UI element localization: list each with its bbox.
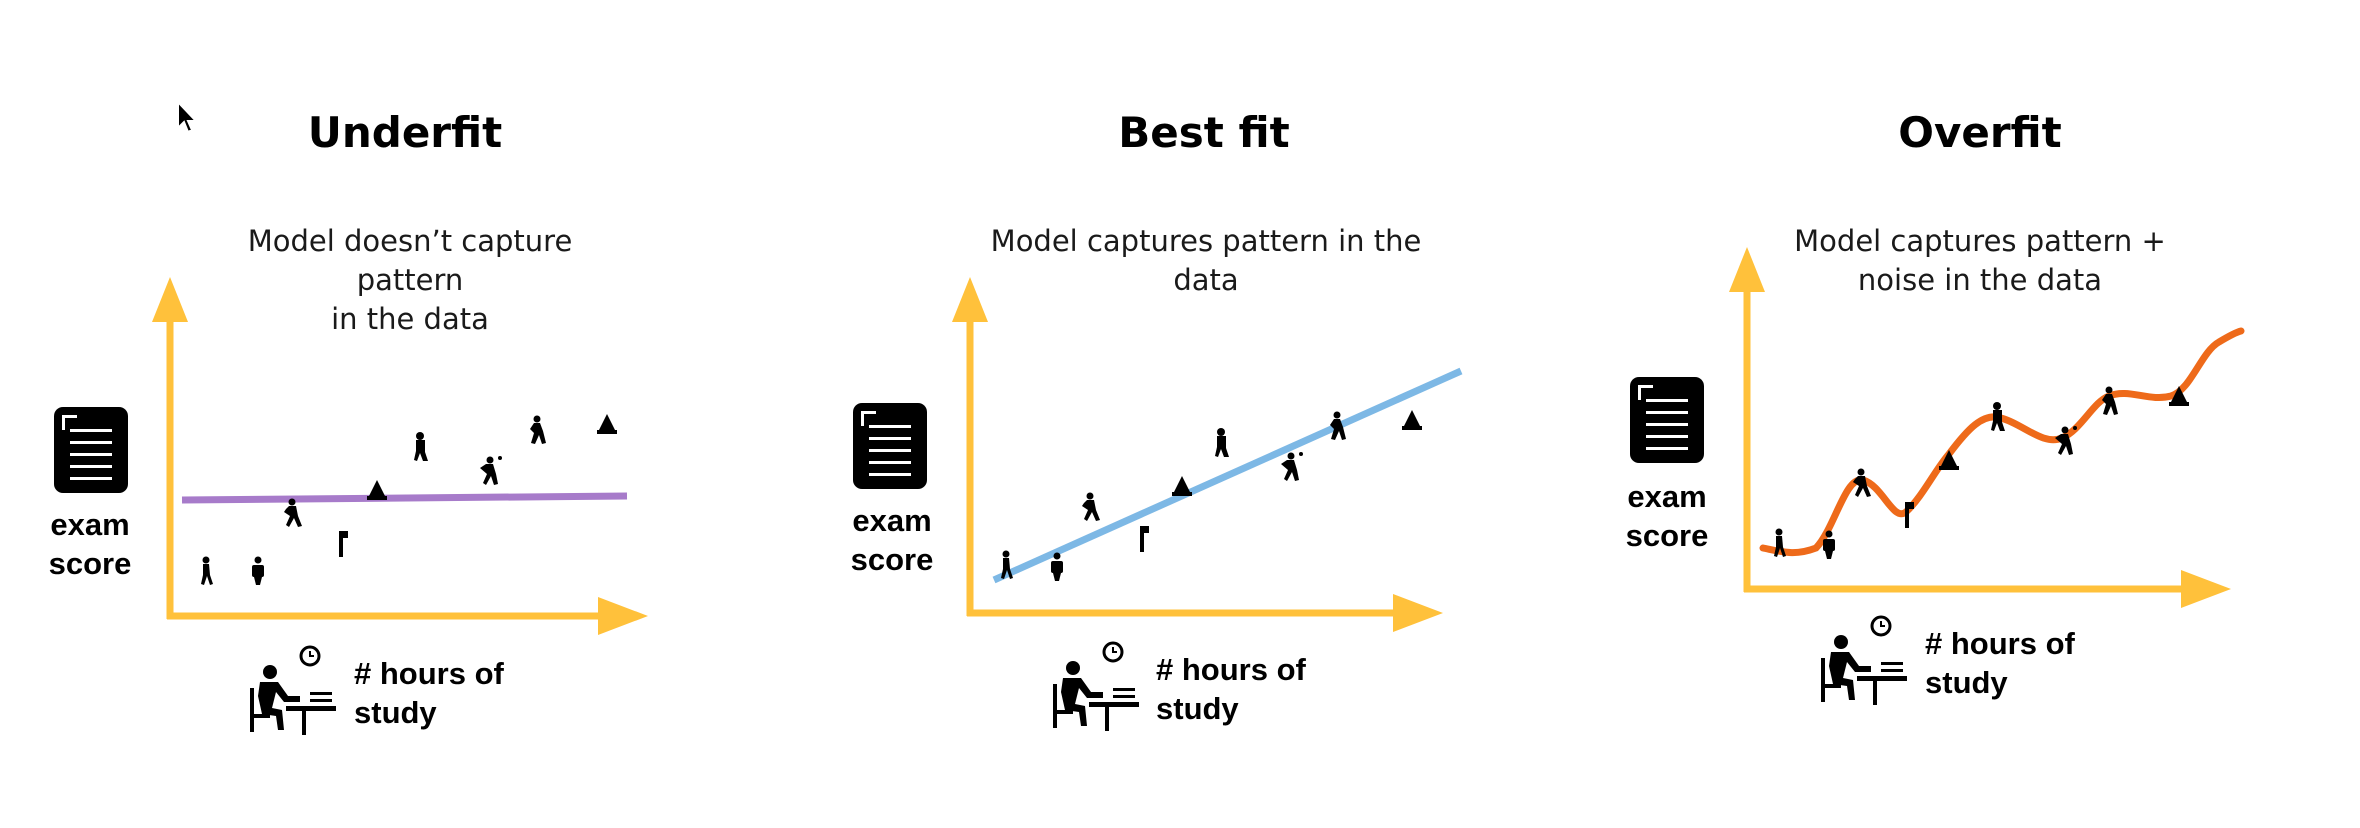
caption-line: data — [1173, 263, 1239, 297]
underfit-panel: Underfit Model doesn’t capture pattern i… — [0, 0, 787, 828]
x-label-line: study — [1925, 665, 2008, 700]
y-label-line: score — [48, 546, 132, 581]
exam-document-icon — [853, 403, 927, 489]
mouse-pointer-icon — [177, 100, 199, 134]
y-axis — [952, 277, 988, 616]
data-point-person-icon — [1215, 428, 1229, 457]
panel-caption: Model doesn’t capture pattern in the dat… — [190, 222, 630, 339]
overfit-plot — [1729, 247, 2245, 608]
data-point-person-icon — [1001, 550, 1013, 579]
panel-title: Overfit — [1898, 108, 2062, 157]
panel-caption: Model captures pattern + noise in the da… — [1760, 222, 2200, 300]
caption-line: Model doesn’t capture pattern — [247, 224, 573, 297]
data-points — [1001, 410, 1422, 581]
y-label-line: score — [850, 542, 934, 577]
y-axis-label: exam score — [1607, 477, 1727, 555]
panel-caption: Model captures pattern in the data — [986, 222, 1426, 300]
x-axis-label: # hours of study — [1925, 624, 2075, 702]
y-axis-label: exam score — [832, 501, 952, 579]
data-point-person-icon — [414, 432, 428, 461]
data-point-person-icon — [1330, 411, 1346, 440]
data-point-person-icon — [1082, 492, 1100, 521]
y-label-line: score — [1625, 518, 1709, 553]
x-label-line: # hours of — [1925, 626, 2075, 661]
exam-document-icon — [1630, 377, 1704, 463]
y-axis-label: exam score — [30, 505, 150, 583]
caption-line: in the data — [331, 302, 489, 336]
y-axis — [1729, 247, 1765, 592]
data-point-person-icon — [252, 556, 264, 585]
data-point-person-icon — [339, 531, 348, 557]
data-point-person-icon — [480, 456, 502, 485]
x-label-line: # hours of — [1156, 652, 1306, 687]
data-point-person-icon — [2102, 386, 2118, 415]
bestfit-panel: Best fit Model captures pattern in the d… — [800, 0, 1587, 828]
data-point-person-icon — [201, 556, 213, 585]
data-point-person-icon — [1172, 476, 1192, 496]
y-label-line: exam — [852, 503, 932, 538]
caption-line: Model captures pattern in the — [990, 224, 1422, 258]
model-fit-line — [181, 492, 628, 504]
x-axis-label: # hours of study — [1156, 650, 1306, 728]
x-axis — [167, 597, 648, 635]
data-points — [201, 414, 617, 585]
data-point-person-icon — [2169, 386, 2189, 406]
student-studying-icon — [1821, 615, 1907, 705]
bestfit-plot — [952, 277, 1463, 632]
data-point-person-icon — [1140, 526, 1149, 552]
data-point-person-icon — [2055, 426, 2077, 455]
model-fit-line — [992, 367, 1463, 584]
caption-line: Model captures pattern + — [1794, 224, 2166, 258]
x-label-line: study — [354, 695, 437, 730]
data-point-person-icon — [1991, 402, 2005, 431]
y-label-line: exam — [50, 507, 130, 542]
data-point-person-icon — [1823, 530, 1835, 559]
data-point-person-icon — [1774, 528, 1786, 557]
model-fit-curve — [1759, 327, 2245, 557]
data-point-person-icon — [367, 480, 387, 500]
underfit-plot — [152, 277, 648, 635]
data-point-person-icon — [1853, 468, 1871, 497]
data-point-person-icon — [1051, 552, 1063, 581]
data-point-person-icon — [530, 415, 546, 444]
data-point-person-icon — [1402, 410, 1422, 430]
data-points — [1774, 386, 2189, 559]
overfit-panel: Overfit Model captures pattern + noise i… — [1573, 0, 2360, 828]
student-studying-icon — [1053, 641, 1139, 731]
x-axis-label: # hours of study — [354, 654, 504, 732]
y-label-line: exam — [1627, 479, 1707, 514]
student-studying-icon — [250, 645, 336, 735]
exam-document-icon — [54, 407, 128, 493]
x-label-line: study — [1156, 691, 1239, 726]
data-point-person-icon — [1281, 452, 1303, 481]
x-axis — [1744, 570, 2231, 608]
data-point-person-icon — [284, 498, 302, 527]
panel-title: Best fit — [1118, 108, 1290, 157]
data-point-person-icon — [597, 414, 617, 434]
data-point-person-icon — [1939, 450, 1959, 470]
caption-line: noise in the data — [1857, 263, 2103, 297]
x-label-line: # hours of — [354, 656, 504, 691]
x-axis — [967, 594, 1443, 632]
data-point-person-icon — [1905, 502, 1914, 528]
y-axis — [152, 277, 188, 619]
panel-title: Underfit — [307, 108, 503, 157]
